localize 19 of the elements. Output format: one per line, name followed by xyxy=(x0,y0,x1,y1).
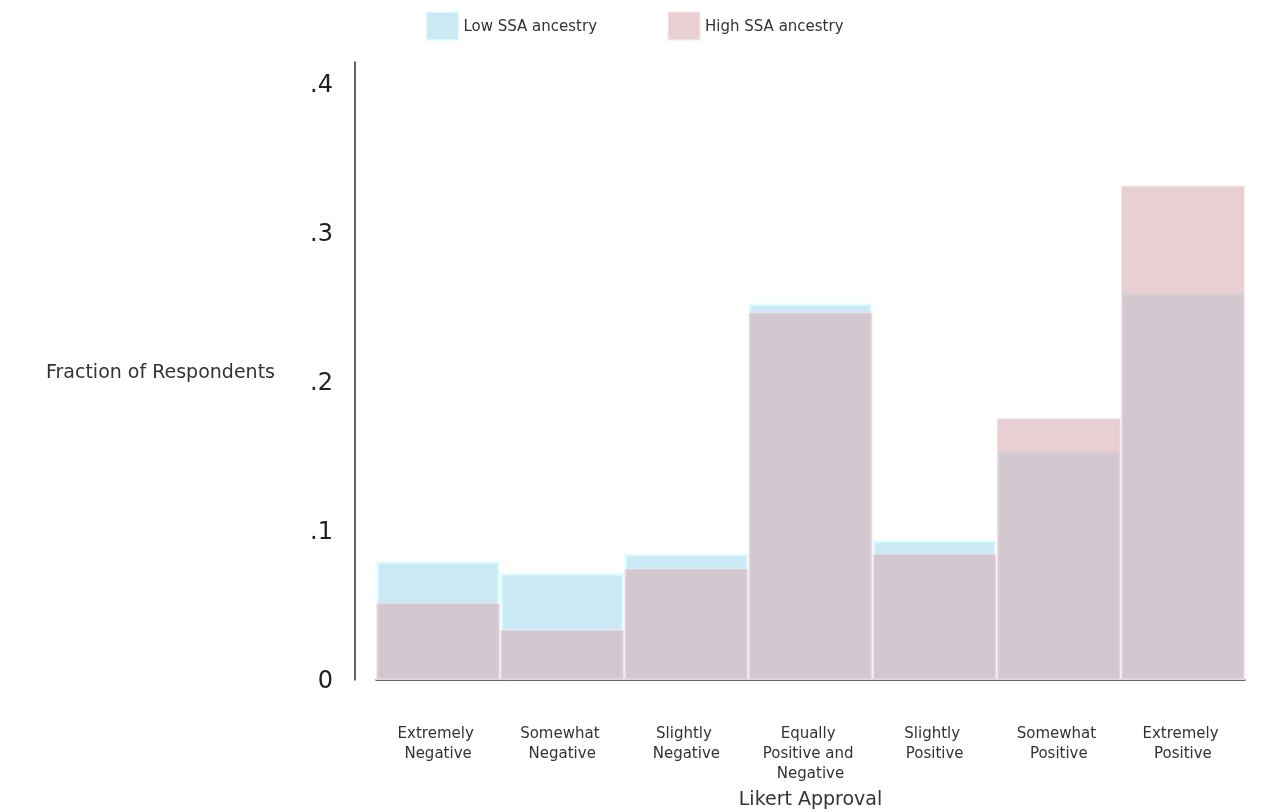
x-tick-label: Extremely Negative xyxy=(397,724,479,763)
y-tick-label: 0 xyxy=(317,666,333,695)
bar xyxy=(376,602,501,681)
x-tick-label: Somewhat Negative xyxy=(520,724,605,763)
x-tick-label: Slightly Positive xyxy=(904,724,965,763)
x-tick-label: Slightly Negative xyxy=(652,724,721,763)
legend-label: Low SSA ancestry xyxy=(463,17,598,35)
y-tick-label: .3 xyxy=(310,219,333,248)
x-axis-title: Likert Approval xyxy=(738,786,883,809)
y-tick-label: .2 xyxy=(310,368,333,397)
legend-label: High SSA ancestry xyxy=(705,17,844,35)
x-tick-label: Extremely Positive xyxy=(1142,724,1224,763)
x-tick-label: Equally Positive and Negative xyxy=(762,724,859,783)
y-tick-label: .4 xyxy=(310,70,333,99)
bar xyxy=(500,629,625,681)
bar xyxy=(1120,185,1245,681)
x-tick-label: Somewhat Positive xyxy=(1016,724,1101,763)
y-tick-label: .1 xyxy=(310,517,333,546)
y-axis-title: Fraction of Respondents xyxy=(45,360,275,383)
